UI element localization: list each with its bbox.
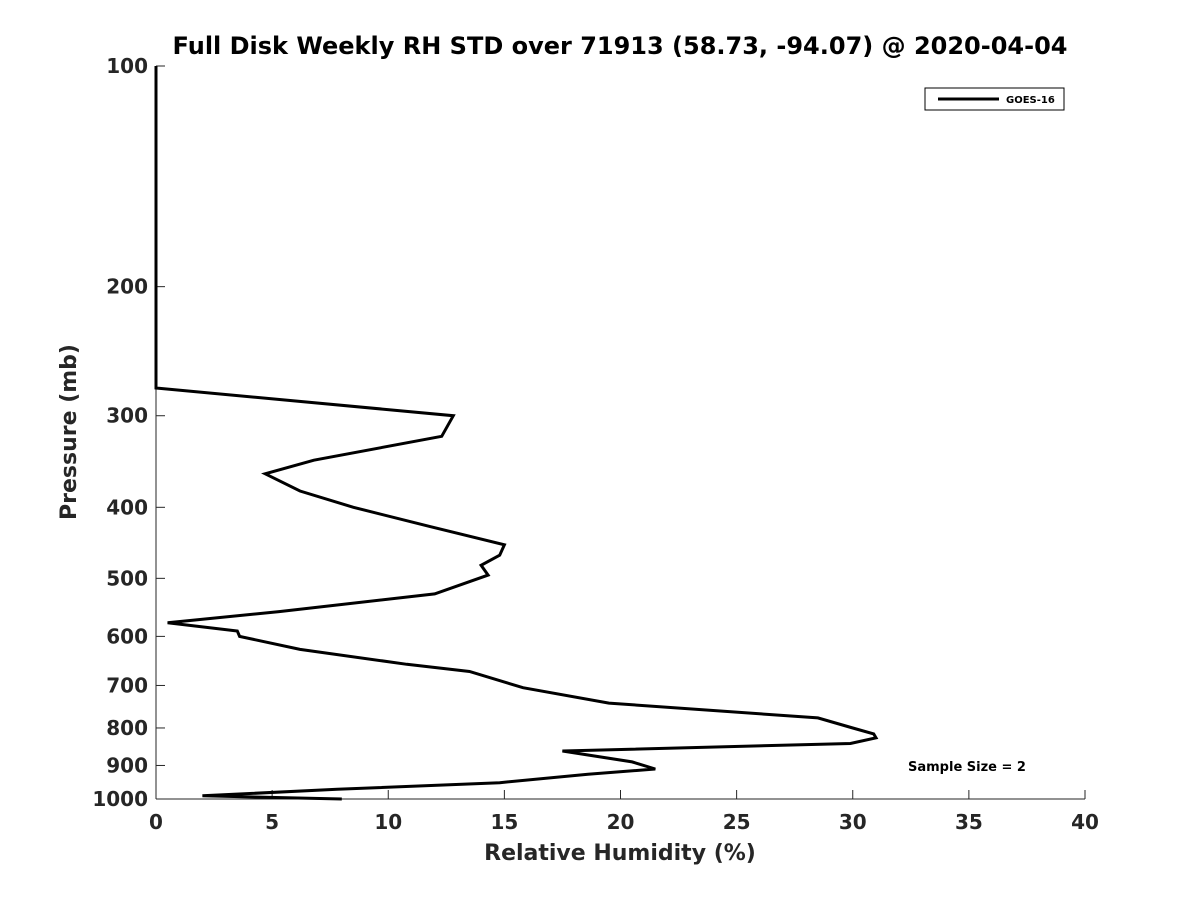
plot-area: 0 5 10 15 20 25 30 35 40 100 200 300 400 500 600 700 800… <box>92 54 1099 834</box>
x-tick-label-35: 35 <box>955 810 983 834</box>
y-tick-label-500: 500 <box>106 566 148 590</box>
y-tick-label-300: 300 <box>106 404 148 428</box>
y-tick-label-600: 600 <box>106 624 148 648</box>
legend: GOES-16 <box>924 87 1065 111</box>
y-tick-label-1000: 1000 <box>92 787 148 811</box>
series-line-goes-16 <box>154 66 879 801</box>
legend-label-goes-16: GOES-16 <box>1006 95 1055 106</box>
y-tick-label-400: 400 <box>106 495 148 519</box>
x-tick-label-25: 25 <box>723 810 751 834</box>
x-tick-label-40: 40 <box>1071 810 1099 834</box>
x-tick-label-30: 30 <box>839 810 867 834</box>
chart-title: Full Disk Weekly RH STD over 71913 (58.7… <box>173 32 1068 60</box>
y-axis-label: Pressure (mb) <box>57 344 82 520</box>
x-tick-label-20: 20 <box>607 810 635 834</box>
y-tick-label-700: 700 <box>106 673 148 697</box>
y-tick-label-200: 200 <box>106 275 148 299</box>
x-tick-label-15: 15 <box>490 810 518 834</box>
y-tick-label-800: 800 <box>106 716 148 740</box>
x-tick-label-10: 10 <box>374 810 402 834</box>
y-tick-label-900: 900 <box>106 753 148 777</box>
sample-size-annotation: Sample Size = 2 <box>908 760 1026 775</box>
x-tick-label-0: 0 <box>149 810 163 834</box>
x-axis-label: Relative Humidity (%) <box>484 841 756 866</box>
x-tick-label-5: 5 <box>265 810 279 834</box>
y-tick-label-100: 100 <box>106 54 148 78</box>
